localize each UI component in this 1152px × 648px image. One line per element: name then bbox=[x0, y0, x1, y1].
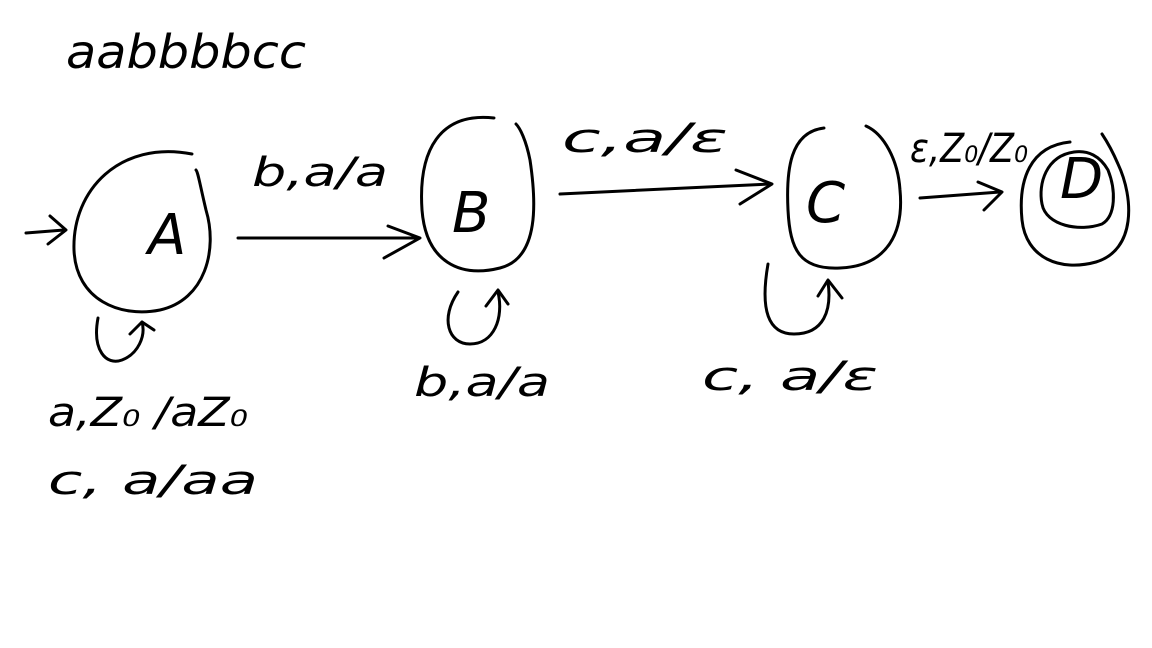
state-b-label: B bbox=[452, 181, 490, 246]
transition-b-c-arrow bbox=[558, 182, 772, 196]
state-a-label: A bbox=[145, 203, 186, 268]
transition-c-c-arrowhead bbox=[816, 278, 844, 300]
transition-b-c-arrowhead bbox=[734, 168, 774, 206]
state-b-circle bbox=[420, 115, 536, 273]
transition-c-c: c, a/ε bbox=[702, 262, 878, 400]
transition-b-b-arrowhead bbox=[484, 288, 510, 308]
state-b: B bbox=[420, 115, 536, 273]
transition-b-c: c,a/ε bbox=[558, 116, 774, 206]
state-a-circle bbox=[72, 150, 212, 314]
transition-b-c-label: c,a/ε bbox=[562, 116, 728, 162]
transition-c-d-arrow bbox=[918, 190, 1002, 200]
state-c: C bbox=[786, 124, 903, 270]
transition-a-a-label-1: a,Z₀ /aZ₀ bbox=[48, 390, 248, 436]
start-arrow bbox=[24, 214, 68, 246]
state-a: A bbox=[72, 150, 212, 314]
transition-a-b-label: b,a/a bbox=[252, 150, 388, 196]
transition-a-a-label-2: c, a/aa bbox=[48, 458, 258, 504]
state-d-inner-circle bbox=[1039, 150, 1115, 229]
state-d-label: D bbox=[1060, 147, 1103, 212]
transition-a-a-loop bbox=[95, 316, 145, 363]
transition-c-c-label: c, a/ε bbox=[702, 354, 878, 400]
state-c-label: C bbox=[806, 171, 845, 236]
transition-a-b: b,a/a bbox=[236, 150, 422, 260]
transition-b-b: b,a/a bbox=[414, 288, 550, 406]
transition-b-b-label: b,a/a bbox=[414, 360, 550, 406]
transition-b-b-loop bbox=[446, 290, 502, 346]
state-d-outer-circle bbox=[1019, 132, 1131, 267]
input-string: aabbbbcc bbox=[66, 25, 306, 79]
state-d: D bbox=[1019, 132, 1131, 267]
transition-c-d-label: ε,Z₀/Z₀ bbox=[910, 126, 1028, 172]
transition-a-b-arrowhead bbox=[382, 224, 422, 260]
transition-a-a: a,Z₀ /aZ₀ c, a/aa bbox=[48, 316, 258, 504]
transition-c-d-arrowhead bbox=[976, 180, 1004, 212]
transition-a-a-arrowhead bbox=[128, 320, 156, 336]
transition-c-d: ε,Z₀/Z₀ bbox=[910, 126, 1028, 212]
state-c-circle bbox=[786, 124, 903, 270]
transition-c-c-loop bbox=[763, 262, 831, 336]
